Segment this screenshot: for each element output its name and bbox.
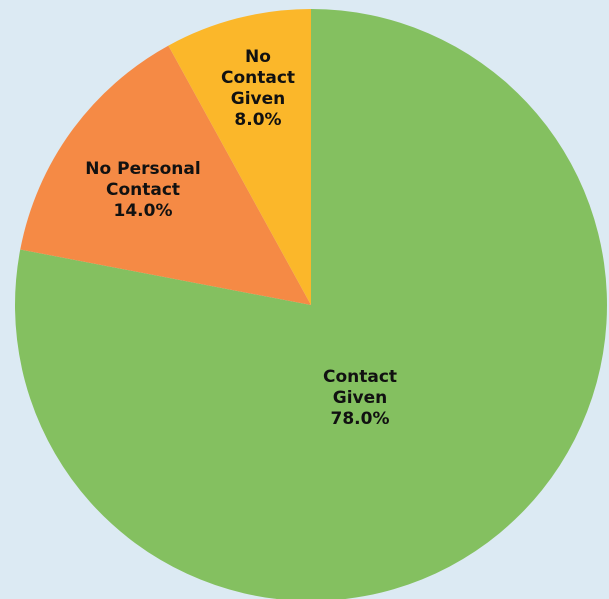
pie-slice xyxy=(15,9,607,599)
category-label: No Personal Contact xyxy=(85,158,201,200)
value-label: 14.0% xyxy=(113,200,173,221)
pie-slice xyxy=(20,45,311,306)
value-label: 8.0% xyxy=(234,110,282,130)
label-box: No Contact Given 8.0% xyxy=(219,44,297,134)
label-box: No Personal Contact 14.0% xyxy=(84,145,202,235)
category-label: No Contact Given xyxy=(220,47,296,109)
value-label: 78.0% xyxy=(330,408,390,429)
label-box: Contact Given 78.0% xyxy=(315,353,405,443)
category-label: Contact Given xyxy=(322,366,398,408)
pie-slice xyxy=(168,9,311,305)
